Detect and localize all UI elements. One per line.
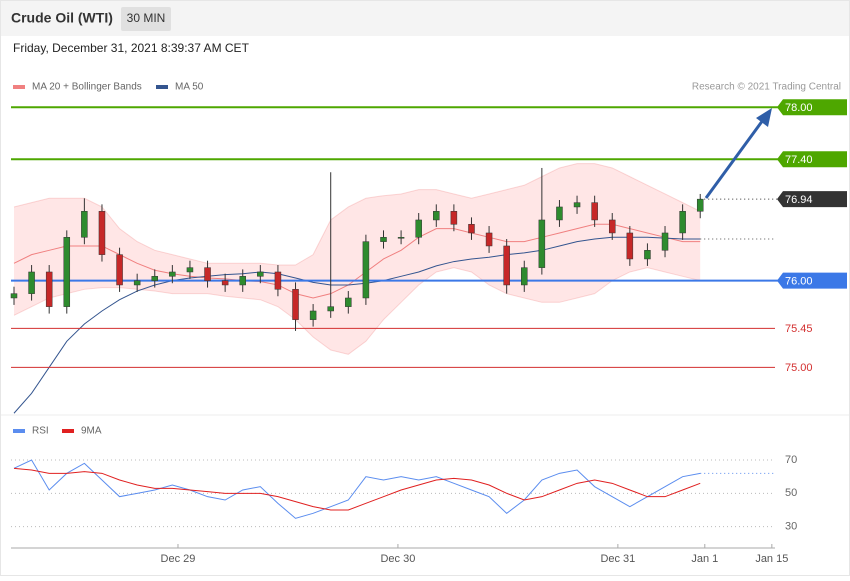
bollinger-band [13, 163, 701, 355]
candle-body [345, 297, 352, 307]
band-lower [13, 267, 701, 355]
candle-body [521, 267, 528, 286]
candle-body [696, 198, 704, 212]
candle-body [556, 206, 563, 221]
level-tag [777, 272, 847, 289]
candle-body [573, 202, 581, 208]
candle-body [186, 267, 194, 273]
candle-body [362, 241, 370, 299]
candle-body [380, 237, 387, 242]
candle-body [644, 250, 651, 260]
candle-body [28, 271, 35, 294]
candle-body [98, 211, 106, 255]
x-tick-label: Dec 30 [380, 553, 415, 565]
candle-body [433, 211, 440, 221]
candle-body [309, 310, 317, 320]
arrow [704, 108, 772, 199]
candle-body [221, 280, 229, 286]
candle-body [63, 237, 71, 307]
legend-label: RSI [32, 426, 49, 437]
ma50-line [13, 236, 701, 414]
level-label: 78.00 [785, 102, 813, 114]
level-label: 75.00 [785, 362, 813, 374]
source: Research © 2021 Trading Central [692, 82, 841, 93]
y-tick-label: 30 [785, 521, 797, 533]
candle-body [679, 211, 686, 234]
legend-label: MA 20 + Bollinger Bands [32, 82, 142, 93]
x-tick-label: Jan 1 [691, 553, 718, 565]
candle-body [257, 271, 264, 277]
level-label: 75.45 [785, 323, 813, 335]
candle-body [591, 202, 598, 221]
candle-body [608, 219, 616, 234]
level-label: 77.40 [785, 154, 813, 166]
rsi-line [13, 467, 701, 511]
timeframe[interactable]: 30 MIN [127, 11, 166, 25]
candle-body [151, 276, 159, 281]
candle-body [133, 280, 141, 286]
candle-body [45, 271, 53, 307]
level-label: 76.00 [785, 276, 813, 288]
candle-body [10, 293, 18, 299]
last-price-label: 76.94 [785, 194, 813, 206]
legend-swatch [156, 85, 168, 89]
y-tick-label: 70 [785, 454, 797, 466]
candle-body [81, 211, 88, 238]
candle-body [274, 271, 282, 290]
candle-body [450, 211, 458, 225]
candle-body [415, 219, 422, 238]
legend-swatch [62, 429, 74, 433]
candle-body [239, 276, 246, 286]
x-tick-label: Dec 29 [161, 553, 196, 565]
candle-body [327, 306, 334, 312]
legend-label: MA 50 [175, 82, 204, 93]
last-price-tag [777, 191, 847, 208]
candle-body [292, 289, 299, 320]
candle-body [169, 271, 176, 277]
candle-body [204, 267, 211, 281]
candle-body [485, 232, 493, 247]
chart-title: Crude Oil (WTI) [11, 10, 113, 26]
subtitle: Friday, December 31, 2021 8:39:37 AM CET [13, 41, 250, 55]
candle-body [538, 219, 546, 268]
legend-label: 9MA [81, 426, 102, 437]
legend-swatch [13, 429, 25, 433]
candle-body [626, 232, 634, 260]
rsi-line [13, 459, 701, 519]
y-tick-label: 50 [785, 487, 797, 499]
legend-swatch [13, 85, 25, 89]
level-tag [777, 99, 847, 116]
level-tag [777, 151, 847, 168]
candle-body [503, 245, 510, 286]
timeframe-box[interactable] [121, 7, 171, 31]
candle-body [397, 237, 405, 239]
ma20-line [13, 223, 701, 299]
x-tick-label: Jan 15 [755, 553, 788, 565]
band-upper [13, 163, 701, 266]
candle-body [468, 224, 475, 234]
x-tick-label: Dec 31 [600, 553, 635, 565]
candle-body [661, 232, 669, 251]
candle-body [116, 254, 123, 286]
